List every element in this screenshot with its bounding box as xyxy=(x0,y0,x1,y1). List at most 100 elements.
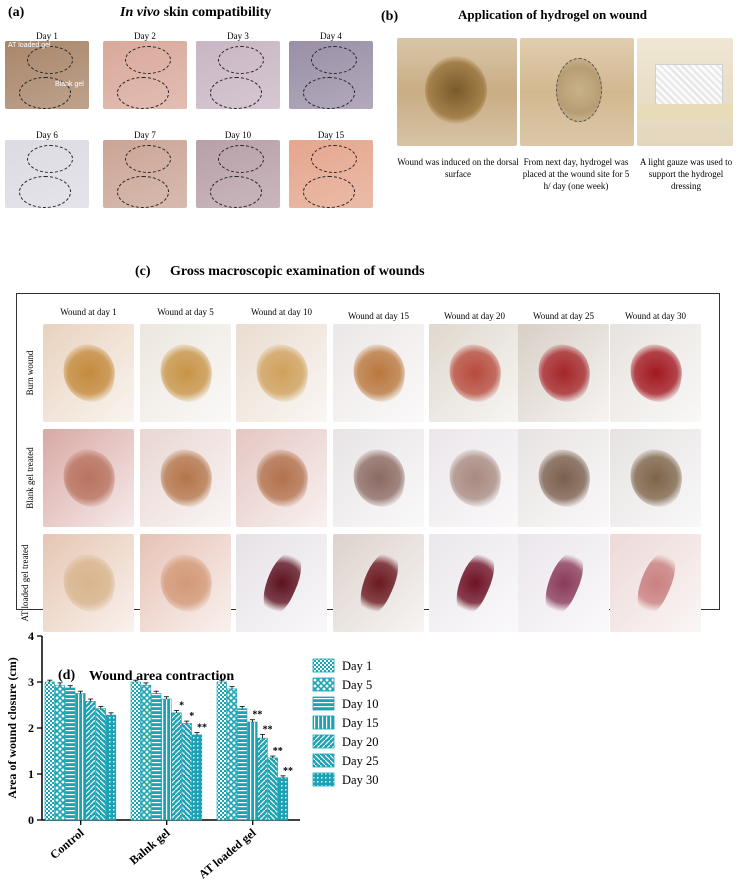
bar xyxy=(216,681,227,821)
panel-c-column-header: Wound at day 20 xyxy=(443,311,505,321)
bar xyxy=(247,721,258,821)
panel-c-wound xyxy=(58,445,119,511)
panel-c-photo xyxy=(610,534,701,632)
y-axis-label: Area of wound closure (cm) xyxy=(5,657,19,799)
panel-c-wound xyxy=(533,340,594,406)
panel-b-photo-gauze xyxy=(637,38,733,146)
panel-c-photo xyxy=(518,324,609,422)
panel-a-bottom-oval xyxy=(19,176,71,208)
panel-a-bottom-oval xyxy=(210,77,262,109)
legend-label: Day 5 xyxy=(342,678,372,692)
panel-a-photo: AT loaded gel Blank gel xyxy=(5,41,89,109)
panel-a-top-oval xyxy=(218,46,264,74)
panel-a-top-oval xyxy=(218,145,264,173)
panel-c-wound xyxy=(625,340,686,406)
y-tick-label: 1 xyxy=(28,767,34,781)
panel-c-wound xyxy=(535,546,592,620)
panel-a-top-oval xyxy=(125,145,171,173)
legend-swatch xyxy=(312,772,335,787)
legend-swatch xyxy=(312,715,335,730)
significance-mark: ** xyxy=(197,723,207,734)
panel-a-day-label: Day 6 xyxy=(36,130,58,140)
panel-c-photo xyxy=(610,324,701,422)
significance-mark: ** xyxy=(273,746,283,757)
panel-c-wound xyxy=(444,340,505,406)
panel-a-bottom-oval xyxy=(303,77,355,109)
legend-swatch xyxy=(312,658,335,673)
legend-label: Day 1 xyxy=(342,659,372,673)
panel-b-caption-3: A light gauze was used to support the hy… xyxy=(639,157,733,191)
panel-a-top-oval xyxy=(311,145,357,173)
significance-mark: ** xyxy=(283,766,293,777)
panel-a-title-italic: In vivo xyxy=(120,5,161,20)
bar xyxy=(226,688,238,821)
panel-c-column-header: Wound at day 1 xyxy=(60,307,117,317)
bar xyxy=(181,723,192,821)
panel-c-column-header: Wound at day 25 xyxy=(532,311,594,321)
panel-c-photo xyxy=(610,429,701,527)
panel-d-label: (d) xyxy=(58,668,76,683)
panel-b-title: Application of hydrogel on wound xyxy=(458,7,648,22)
legend-swatch xyxy=(312,734,335,749)
panel-c-photo xyxy=(333,534,424,632)
panel-b-photo-hydrogel xyxy=(520,38,634,146)
panel-c-wound xyxy=(350,546,407,620)
panel-c-wound xyxy=(253,546,310,620)
panel-c-photo xyxy=(429,534,520,632)
panel-c-wound xyxy=(251,445,312,511)
bar xyxy=(140,684,152,821)
panel-a-bottom-oval xyxy=(19,77,71,109)
panel-a-title-rest: skin compatibility xyxy=(160,5,272,20)
bar xyxy=(75,693,86,821)
panel-a-day-label: Day 3 xyxy=(227,31,249,41)
panel-c-row-label: AT loaded gel treated xyxy=(20,544,30,622)
panel-c-wound xyxy=(251,340,312,406)
panel-c-column-header: Wound at day 15 xyxy=(347,311,409,321)
significance-mark: * xyxy=(179,701,184,712)
x-tick-label: Balnk gel xyxy=(127,825,174,867)
bar xyxy=(105,714,117,821)
panel-c-wound xyxy=(58,550,119,616)
panel-a-photo xyxy=(5,140,89,208)
panel-b-label: (b) xyxy=(381,9,399,24)
panel-a-day-label: Day 2 xyxy=(134,31,156,41)
panel-a-bottom-oval xyxy=(117,77,169,109)
panel-a-photo xyxy=(103,41,187,109)
x-tick-label: Control xyxy=(47,825,87,862)
significance-mark: * xyxy=(189,711,194,722)
panel-a-bottom-oval xyxy=(303,176,355,208)
panel-a-oval-label-top: AT loaded gel xyxy=(8,42,51,49)
significance-mark: ** xyxy=(263,724,273,735)
panel-a-day-label: Day 10 xyxy=(224,130,252,140)
panel-b-tape-mark xyxy=(637,104,733,120)
panel-c-wound xyxy=(444,445,505,511)
panel-a-top-oval xyxy=(27,145,73,173)
y-tick-label: 4 xyxy=(28,629,34,643)
panel-c-title: Gross macroscopic examination of wounds xyxy=(170,264,425,279)
bar xyxy=(151,693,162,821)
bar xyxy=(191,734,203,821)
legend-label: Day 10 xyxy=(342,697,378,711)
panel-b-caption-1: Wound was induced on the dorsal surface xyxy=(397,157,519,179)
legend-label: Day 20 xyxy=(342,735,378,749)
panel-c-photo xyxy=(236,534,327,632)
panel-b-photo-wound xyxy=(397,38,517,146)
panel-a-photo xyxy=(103,140,187,208)
panel-a-day-label: Day 15 xyxy=(317,130,345,140)
panel-c-photo xyxy=(140,429,231,527)
significance-mark: ** xyxy=(252,710,262,721)
panel-a-day-label: Day 7 xyxy=(134,130,156,140)
panel-c-wound xyxy=(446,546,503,620)
legend-swatch xyxy=(312,696,335,711)
panel-c-photo xyxy=(43,429,134,527)
panel-c-photo xyxy=(333,429,424,527)
panel-c-photo xyxy=(518,429,609,527)
panel-c-photo xyxy=(140,534,231,632)
panel-c-photo xyxy=(43,324,134,422)
panel-c-wound xyxy=(625,445,686,511)
legend-label: Day 25 xyxy=(342,754,378,768)
panel-d-title: Wound area contraction xyxy=(89,669,235,684)
bar xyxy=(171,712,182,821)
panel-c-wound xyxy=(348,340,409,406)
panel-a-photo xyxy=(289,41,373,109)
